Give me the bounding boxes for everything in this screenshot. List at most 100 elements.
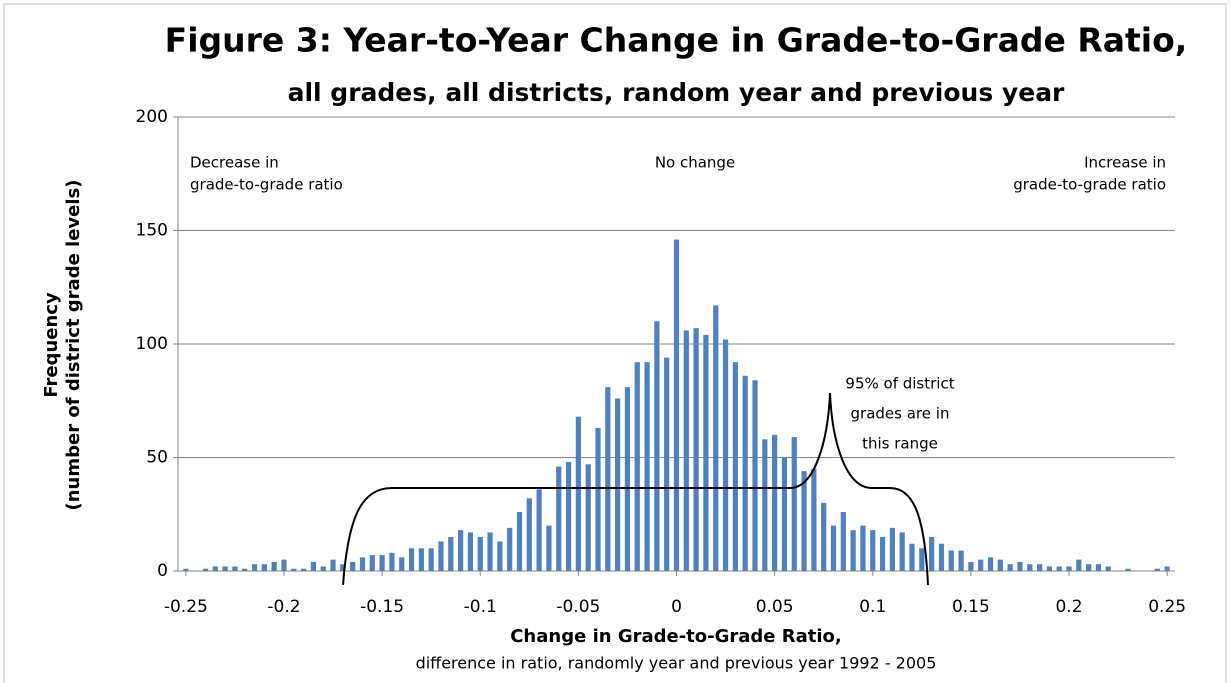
y-tick-label: 50 xyxy=(146,448,168,468)
bar xyxy=(350,561,356,571)
range-bracket xyxy=(342,392,929,586)
bar xyxy=(222,566,228,571)
bar xyxy=(605,387,611,571)
y-axis-title-line: (number of district grade levels) xyxy=(63,180,84,511)
bar xyxy=(467,532,474,571)
bar xyxy=(958,550,964,571)
bar xyxy=(1125,568,1131,571)
bar xyxy=(772,434,778,571)
bar xyxy=(811,468,817,571)
bar xyxy=(987,557,994,571)
bar xyxy=(212,566,218,571)
bar xyxy=(713,305,719,571)
x-tick-label: 0.05 xyxy=(756,597,794,617)
bar xyxy=(840,511,846,571)
annotation: this range xyxy=(862,435,938,453)
x-axis-title: Change in Grade-to-Grade Ratio, xyxy=(510,626,842,647)
bar xyxy=(791,437,797,571)
bar xyxy=(526,498,532,571)
bar xyxy=(438,541,444,571)
annotation: grades are in xyxy=(851,405,950,423)
bar xyxy=(870,530,876,571)
bar xyxy=(968,561,974,571)
bar xyxy=(860,525,866,571)
chart-subtitle: all grades, all districts, random year a… xyxy=(288,78,1065,107)
y-tick-label: 100 xyxy=(136,334,168,354)
bar xyxy=(595,427,601,571)
annotation: grade-to-grade ratio xyxy=(1013,176,1166,194)
x-tick-label: 0.1 xyxy=(859,597,886,617)
bar xyxy=(1076,559,1082,571)
bar xyxy=(497,541,503,571)
bar xyxy=(1154,568,1160,571)
bar xyxy=(1066,566,1072,571)
bar xyxy=(909,543,915,571)
bar xyxy=(271,561,277,571)
bar xyxy=(369,555,375,571)
bar xyxy=(1017,561,1023,571)
bar xyxy=(801,471,807,571)
bar xyxy=(644,362,650,571)
bar xyxy=(752,380,758,571)
bar xyxy=(251,564,258,571)
bar xyxy=(202,568,209,571)
bar xyxy=(1046,566,1052,571)
bar xyxy=(615,398,621,571)
bar xyxy=(1027,564,1033,571)
chart-title: Figure 3: Year-to-Year Change in Grade-t… xyxy=(165,21,1188,60)
bar xyxy=(448,536,454,571)
bar xyxy=(722,339,729,571)
bar xyxy=(1086,564,1092,571)
bar xyxy=(536,489,542,571)
bar xyxy=(1056,566,1062,571)
annotation: grade-to-grade ratio xyxy=(190,176,343,194)
annotation: Decrease in xyxy=(190,154,279,172)
bar xyxy=(477,536,483,571)
bar xyxy=(703,334,709,571)
bar xyxy=(899,532,905,571)
bar xyxy=(516,511,523,571)
bar xyxy=(379,555,385,571)
bar xyxy=(301,568,307,571)
y-tick-label: 0 xyxy=(157,561,168,581)
bar xyxy=(261,564,267,571)
bar xyxy=(693,328,699,571)
bar xyxy=(281,559,287,571)
x-tick-label: -0.2 xyxy=(267,597,300,617)
bar xyxy=(948,550,954,571)
y-tick-label: 200 xyxy=(136,107,168,127)
bar xyxy=(762,439,768,571)
bar xyxy=(919,548,925,571)
bar xyxy=(428,548,434,571)
bar xyxy=(1105,566,1111,571)
x-tick-label: 0.2 xyxy=(1055,597,1082,617)
x-tick-label: -0.25 xyxy=(164,597,208,617)
y-axis-title: Frequency (number of district grade leve… xyxy=(41,180,84,511)
bar xyxy=(929,536,935,571)
bar xyxy=(291,568,297,571)
x-tick-label: 0 xyxy=(671,597,682,617)
y-axis-title-line: Frequency xyxy=(41,292,62,398)
bar xyxy=(310,561,317,571)
bar xyxy=(399,557,405,571)
bar xyxy=(575,416,581,571)
bar xyxy=(624,387,631,571)
x-axis-subtitle: difference in ratio, randomly year and p… xyxy=(416,654,937,673)
bar xyxy=(389,552,395,571)
annotation: No change xyxy=(655,154,735,172)
bar xyxy=(507,527,513,571)
bar xyxy=(183,568,189,571)
bar xyxy=(781,457,788,571)
bar xyxy=(683,330,689,571)
bar xyxy=(889,527,895,571)
bar xyxy=(850,530,856,571)
bar xyxy=(408,548,415,571)
x-tick-label: 0.25 xyxy=(1148,597,1186,617)
bar xyxy=(340,564,346,571)
bar xyxy=(821,502,827,571)
bar xyxy=(232,566,238,571)
bar xyxy=(585,464,591,571)
x-tick-label: -0.05 xyxy=(556,597,600,617)
bar xyxy=(359,557,366,571)
